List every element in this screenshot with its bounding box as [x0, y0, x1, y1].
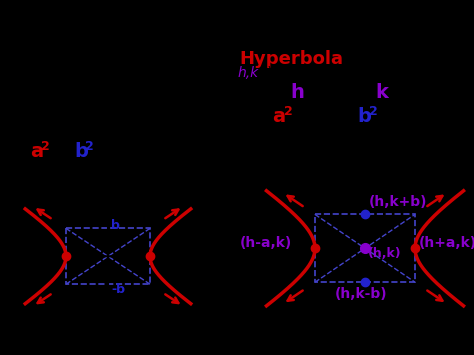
- Bar: [66, 228, 150, 284]
- Text: Hyperbola: Hyperbola: [239, 50, 343, 68]
- Text: 2: 2: [309, 81, 318, 94]
- Text: h: h: [290, 83, 304, 102]
- Text: 2: 2: [284, 105, 293, 118]
- Text: x: x: [462, 247, 471, 261]
- Text: a: a: [152, 241, 161, 254]
- Text: = 1: = 1: [101, 130, 143, 150]
- Text: -: -: [56, 130, 65, 150]
- Text: -: -: [318, 95, 343, 115]
- Text: y: y: [110, 171, 119, 186]
- Text: a: a: [30, 142, 43, 161]
- Text: b: b: [357, 107, 371, 126]
- Text: (h,k): (h,k): [368, 247, 401, 260]
- Text: (y -: (y -: [335, 83, 378, 102]
- Text: (h,k-b): (h,k-b): [335, 287, 388, 301]
- Text: )): )): [263, 66, 274, 80]
- Text: 2: 2: [85, 140, 94, 153]
- Text: The General Equation of a: The General Equation of a: [0, 50, 237, 68]
- Text: h,k: h,k: [238, 66, 259, 80]
- Text: b: b: [74, 142, 88, 161]
- Text: y: y: [287, 158, 296, 171]
- Text: (h,k+b): (h,k+b): [369, 196, 428, 209]
- Text: (center at (: (center at (: [158, 66, 237, 80]
- Text: 2: 2: [369, 105, 378, 118]
- Text: -b: -b: [111, 283, 125, 296]
- Text: 2: 2: [394, 81, 403, 94]
- Text: = 1: = 1: [405, 97, 447, 117]
- Text: x: x: [190, 251, 199, 265]
- Text: (h+a,k): (h+a,k): [419, 236, 474, 250]
- Text: a: a: [272, 107, 285, 126]
- Text: b: b: [111, 219, 120, 232]
- Text: y: y: [69, 117, 83, 137]
- Text: ): ): [300, 83, 309, 102]
- Text: 2: 2: [82, 114, 92, 128]
- Text: (x -: (x -: [250, 83, 293, 102]
- Text: 2: 2: [41, 140, 50, 153]
- Text: k: k: [375, 83, 388, 102]
- Bar: [315, 214, 415, 282]
- Text: (h-a,k): (h-a,k): [240, 236, 292, 250]
- Text: 2: 2: [38, 114, 48, 128]
- Text: (center at origin): (center at origin): [20, 166, 138, 181]
- Text: ): ): [385, 83, 394, 102]
- Text: -a: -a: [48, 259, 62, 272]
- Text: x: x: [25, 117, 39, 137]
